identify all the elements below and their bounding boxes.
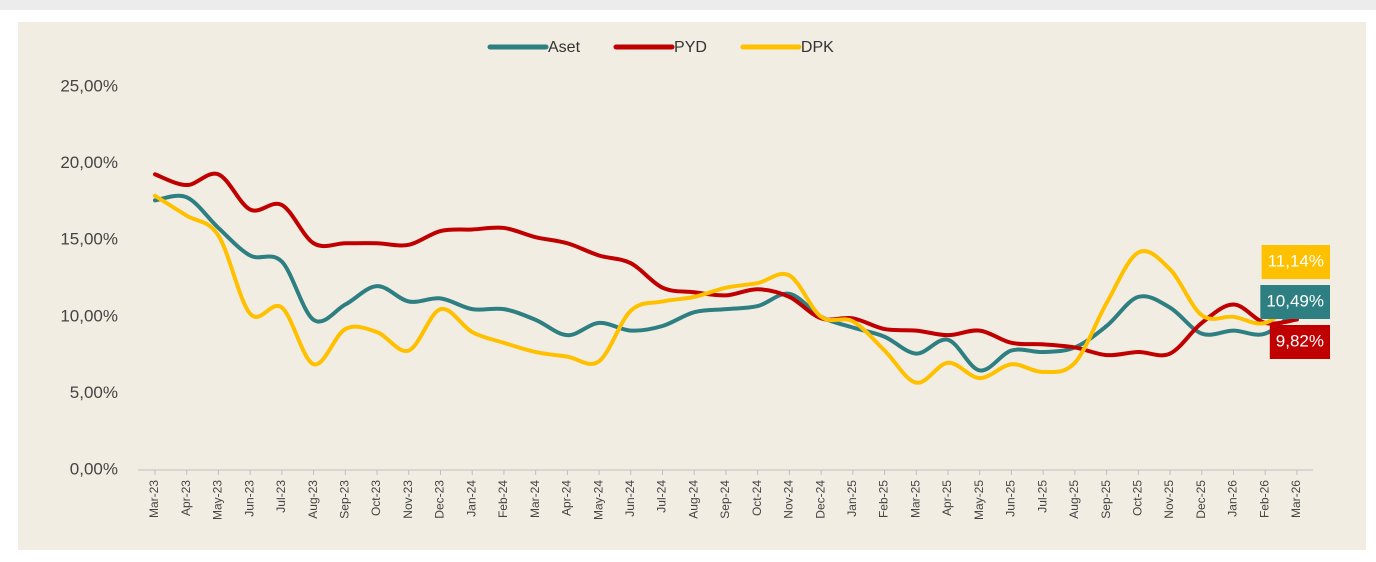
- x-tick-label: Sep-24: [718, 480, 732, 519]
- x-tick-label: Dec-24: [813, 480, 827, 519]
- y-tick-label: 0,00%: [70, 459, 118, 478]
- x-tick-label: Nov-25: [1162, 480, 1176, 519]
- x-tick-label: Sep-25: [1099, 480, 1113, 519]
- x-tick-label: Aug-24: [686, 480, 700, 519]
- x-tick-label: Jan-26: [1226, 480, 1240, 517]
- y-tick-label: 25,00%: [60, 76, 118, 95]
- x-tick-label: Dec-25: [1194, 480, 1208, 519]
- y-tick-label: 5,00%: [70, 383, 118, 402]
- x-tick-label: Jul-23: [274, 480, 288, 513]
- x-tick-label: Jun-23: [242, 480, 256, 517]
- x-tick-label: Jan-25: [845, 480, 859, 517]
- series-line: [153, 193, 1299, 385]
- y-tick-label: 20,00%: [60, 153, 118, 172]
- x-tick-label: Apr-25: [940, 480, 954, 516]
- x-tick-label: Jul-25: [1035, 480, 1049, 513]
- x-tick-label: Oct-24: [750, 480, 764, 516]
- x-tick-label: Mar-23: [147, 480, 161, 518]
- x-tick-label: May-24: [591, 480, 605, 520]
- x-tick-label: Feb-24: [496, 480, 510, 518]
- data-label: 9,82%: [1276, 331, 1324, 350]
- y-tick-label: 15,00%: [60, 230, 118, 249]
- data-label-box: [1260, 285, 1330, 319]
- x-tick-label: Jul-24: [655, 480, 669, 513]
- x-tick-label: Sep-23: [337, 480, 351, 519]
- x-tick-label: Feb-25: [877, 480, 891, 518]
- x-tick-label: Mar-26: [1289, 480, 1303, 518]
- data-label-box: [1269, 325, 1330, 359]
- x-tick-label: Oct-23: [369, 480, 383, 516]
- top-strip: [0, 0, 1376, 10]
- legend-label: Aset: [548, 39, 581, 56]
- x-tick-label: Mar-25: [908, 480, 922, 518]
- legend-label: DPK: [801, 39, 834, 56]
- x-tick-label: Jun-25: [1004, 480, 1018, 517]
- data-label: 11,14%: [1268, 251, 1324, 270]
- series-line: [153, 171, 1299, 358]
- x-tick-label: Aug-23: [306, 480, 320, 519]
- chart-panel: [18, 22, 1366, 550]
- x-tick-label: Apr-24: [560, 480, 574, 516]
- data-label: 10,49%: [1266, 291, 1324, 310]
- x-tick-label: Nov-24: [782, 480, 796, 519]
- series-line: [153, 193, 1299, 373]
- x-tick-label: Jun-24: [623, 480, 637, 517]
- x-tick-label: May-25: [972, 480, 986, 520]
- x-tick-label: Apr-23: [179, 480, 193, 516]
- x-tick-label: Jan-24: [464, 480, 478, 517]
- x-tick-label: Aug-25: [1067, 480, 1081, 519]
- x-tick-label: May-23: [211, 480, 225, 520]
- x-tick-label: Mar-24: [528, 480, 542, 518]
- data-label-box: [1261, 245, 1330, 279]
- x-tick-label: Oct-25: [1130, 480, 1144, 516]
- y-tick-label: 10,00%: [60, 306, 118, 325]
- legend-label: PYD: [674, 39, 707, 56]
- x-tick-label: Nov-23: [401, 480, 415, 519]
- x-tick-label: Feb-26: [1257, 480, 1271, 518]
- x-tick-label: Dec-23: [433, 480, 447, 519]
